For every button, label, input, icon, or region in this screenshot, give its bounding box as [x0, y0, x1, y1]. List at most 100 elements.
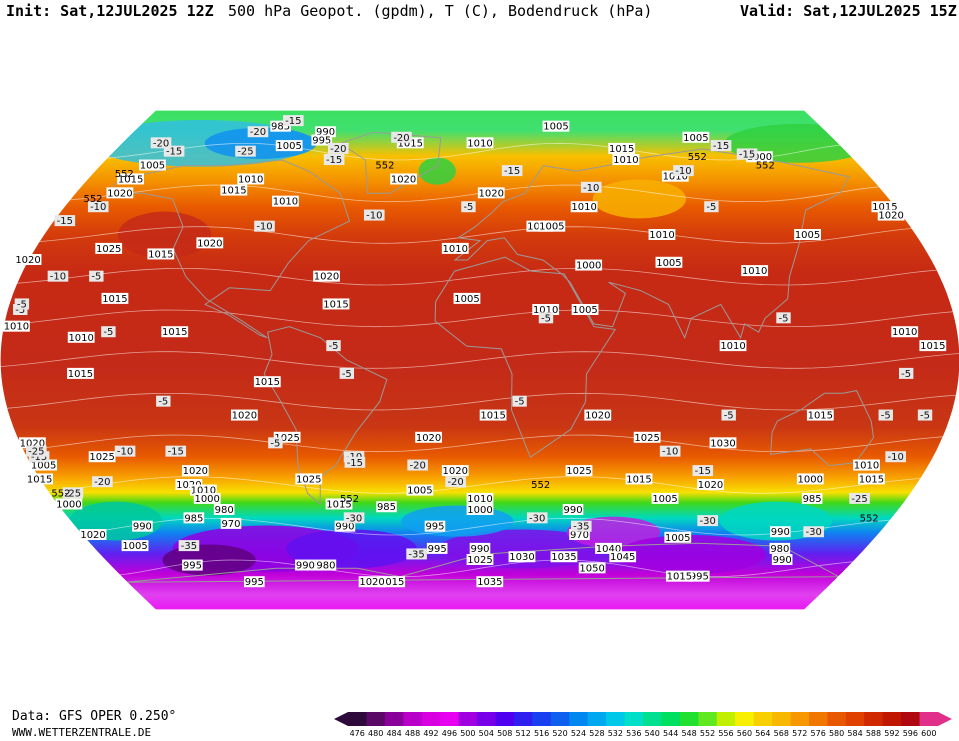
pressure-label-bg: [424, 520, 446, 532]
pressure-label-bg: [441, 465, 469, 477]
pressure-label-bg: [661, 170, 689, 182]
pressure-label: 1010: [443, 244, 468, 255]
pressure-label: 1020: [585, 411, 610, 422]
field-anomaly: [592, 179, 687, 219]
pressure-label: 995: [245, 577, 264, 588]
pressure-label-bg: [79, 529, 107, 540]
pressure-label-bg: [806, 409, 834, 421]
geopotential-552-label: 552: [340, 494, 359, 505]
isobar-line: [80, 517, 891, 536]
temperature-label-bg: [776, 312, 791, 324]
pressure-label-bg: [584, 409, 612, 421]
temperature-label-bg: [28, 451, 50, 463]
pressure-label: 1035: [477, 577, 502, 588]
temperature-label-bg: [917, 409, 933, 421]
pressure-label-bg: [608, 142, 636, 154]
field-anomaly: [418, 157, 456, 185]
temperature-label: -30: [805, 527, 821, 538]
pressure-label: 1045: [610, 552, 635, 563]
website-link[interactable]: WWW.WETTERZENTRALE.DE: [12, 726, 152, 739]
scale-tick-label: 488: [404, 729, 421, 738]
pressure-label-bg: [476, 576, 504, 588]
pressure-label: 1025: [566, 466, 591, 477]
scale-swatch: [643, 712, 662, 726]
pressure-label: 1020: [176, 480, 201, 491]
temperature-label-bg: [268, 437, 283, 449]
pressure-label-bg: [117, 173, 144, 185]
scale-tick-label: 480: [368, 729, 384, 738]
temperature-label: -15: [347, 458, 363, 469]
pressure-label-bg: [378, 576, 406, 588]
pressure-label: 1015: [102, 294, 127, 305]
temperature-label-bg: [54, 215, 76, 227]
pressure-label-bg: [466, 504, 494, 515]
pressure-label-bg: [175, 479, 203, 490]
pressure-label-bg: [469, 542, 491, 554]
temperature-label: -35: [181, 541, 197, 552]
pressure-label-bg: [390, 173, 417, 185]
pressure-label: 1015: [626, 474, 651, 485]
pressure-label-bg: [633, 431, 661, 443]
scale-swatch: [477, 712, 496, 726]
temperature-label: -20: [447, 477, 463, 488]
isobar-line: [16, 267, 938, 286]
scale-tick-label: 588: [865, 729, 882, 738]
pressure-label: 1025: [274, 433, 299, 444]
temperature-label-bg: [47, 270, 69, 282]
pressure-label: 1005: [539, 222, 564, 233]
scale-tick-label: 500: [460, 729, 476, 738]
pressure-label: 1010: [892, 327, 917, 338]
scale-tick-label: 600: [921, 729, 937, 738]
scale-arrow-left: [334, 712, 348, 726]
pressure-label-bg: [688, 570, 710, 582]
pressure-label-bg: [88, 451, 116, 463]
pressure-label: 1015: [221, 186, 246, 197]
temperature-label: -5: [158, 397, 168, 408]
scale-swatch: [882, 712, 902, 726]
temperature-label: -5: [779, 313, 789, 324]
temperature-label: -15: [168, 447, 184, 458]
temperature-label: -5: [17, 299, 27, 310]
isobar-line: [106, 142, 841, 161]
temperature-label-bg: [406, 548, 427, 560]
pressure-label-bg: [709, 437, 737, 449]
pressure-label: 995: [425, 522, 444, 533]
temperature-label-bg: [885, 451, 906, 463]
scale-swatch: [421, 712, 441, 726]
pressure-label-bg: [571, 304, 599, 315]
temperature-label-bg: [344, 456, 366, 468]
pressure-label-bg: [67, 331, 95, 343]
temperature-label: -5: [920, 411, 930, 422]
pressure-label: 1030: [509, 552, 534, 563]
pressure-label: 1010: [720, 341, 745, 352]
scale-swatch: [790, 712, 810, 726]
temperature-label: -10: [662, 447, 678, 458]
pressure-label-bg: [376, 501, 397, 513]
pressure-label: 1000: [576, 261, 601, 272]
pressure-label-bg: [853, 459, 880, 471]
pressure-label: 1020: [232, 411, 257, 422]
pressure-label: 1005: [31, 461, 56, 472]
pressure-label: 1010: [238, 174, 263, 185]
pressure-label-bg: [771, 554, 793, 565]
pressure-label-bg: [741, 265, 769, 277]
pressure-label-bg: [325, 498, 353, 510]
geopotential-552-label: 552: [688, 152, 707, 163]
pressure-label-bg: [801, 492, 823, 504]
pressure-label: 1020: [698, 480, 723, 491]
pressure-label-bg: [479, 409, 507, 421]
world-map[interactable]: 985 990 995 1005 1015 1010 1005 1005 1000 1015 101…: [0, 109, 959, 620]
geopotential-552-label: 552: [83, 194, 102, 205]
pressure-label-bg: [655, 256, 683, 268]
pressure-label-bg: [358, 576, 386, 588]
temperature-label: -30: [346, 513, 362, 524]
temperature-label-bg: [736, 148, 758, 160]
pressure-label: 985: [377, 502, 396, 513]
pressure-label-bg: [295, 559, 316, 571]
isobar-line: [22, 434, 944, 453]
temperature-label: -5: [463, 202, 473, 213]
pressure-label: 1010: [191, 486, 216, 497]
temperature-label-bg: [283, 115, 304, 127]
scale-swatch: [348, 712, 367, 726]
pressure-label: 1015: [27, 474, 52, 485]
